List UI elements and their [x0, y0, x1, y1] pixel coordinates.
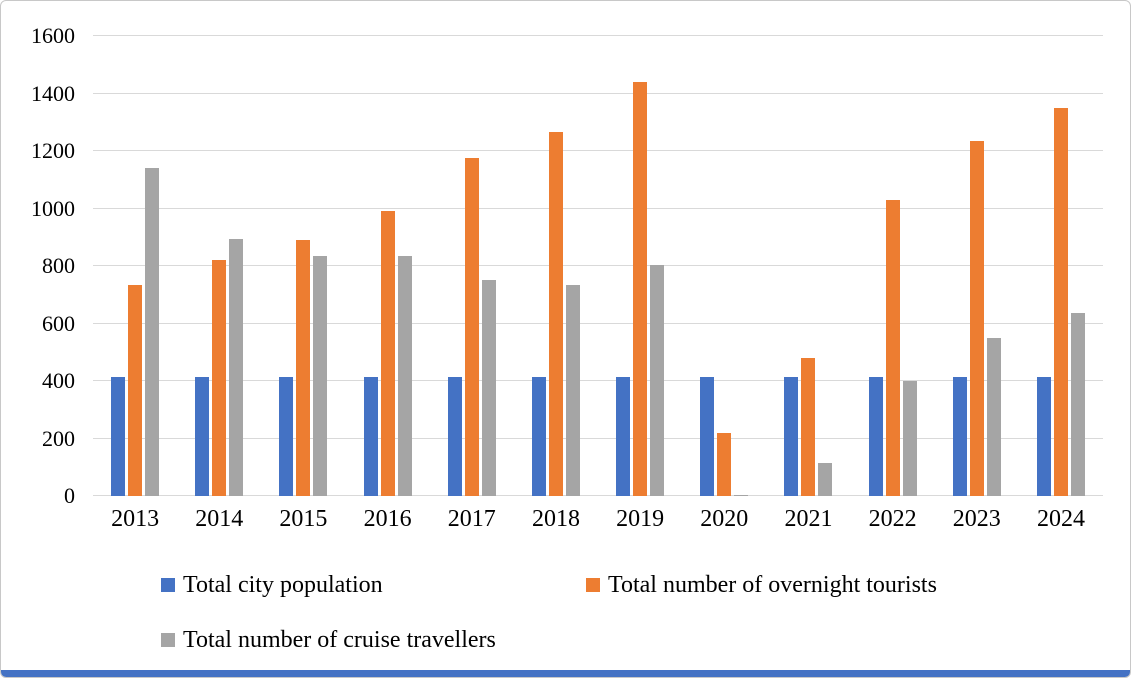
y-axis-tick-label: 0	[64, 483, 75, 508]
gridline	[93, 495, 1103, 496]
bar	[279, 376, 294, 496]
legend-marker-icon	[161, 578, 175, 593]
legend-label: Total city population	[183, 572, 383, 598]
bar	[447, 376, 462, 496]
legend-item: Total city population	[161, 571, 586, 600]
x-axis-tick-label: 2017	[447, 506, 496, 532]
x-axis-tick-label: 2015	[279, 506, 328, 532]
y-axis-tick-label: 1400	[31, 80, 75, 106]
x-axis-tick-label: 2018	[531, 506, 580, 532]
y-axis-tick-label: 1000	[31, 195, 75, 221]
bar	[363, 376, 378, 496]
x-axis-tick-label: 2022	[868, 506, 917, 532]
bar	[212, 260, 227, 496]
y-axis-tick-label: 1600	[31, 23, 75, 48]
x-axis-tick-label: 2014	[195, 506, 244, 532]
bar-groups	[93, 36, 1103, 496]
bar	[717, 432, 732, 496]
bar	[885, 199, 900, 496]
legend-marker-icon	[586, 578, 600, 593]
gridline	[93, 380, 1103, 381]
y-axis-tick-label: 600	[42, 310, 75, 336]
bar	[128, 284, 143, 496]
gridline	[93, 207, 1103, 209]
bar	[195, 376, 210, 496]
bar	[902, 381, 917, 496]
bar-group-2019	[598, 36, 682, 496]
bar-group-2023	[935, 36, 1019, 496]
bar-group-2015	[261, 36, 345, 496]
bar	[952, 376, 967, 496]
bar	[868, 376, 883, 496]
bar	[969, 140, 984, 496]
gridline	[93, 92, 1103, 94]
bar	[986, 337, 1001, 496]
bar-group-2022	[851, 36, 935, 496]
bar	[1070, 313, 1085, 496]
x-axis-tick-label: 2019	[616, 506, 665, 532]
x-axis-tick-label: 2016	[363, 506, 412, 532]
bar-group-2024	[1019, 36, 1103, 496]
y-axis-tick-label: 200	[42, 425, 75, 451]
gridline	[93, 437, 1103, 439]
legend: Total city population Total number of ove…	[161, 571, 937, 655]
x-axis-tick-label: 2020	[700, 506, 749, 532]
bar	[548, 132, 563, 496]
x-axis-tick-label: 2021	[784, 506, 833, 532]
bar	[565, 284, 580, 496]
bar	[313, 255, 328, 496]
bar-group-2016	[346, 36, 430, 496]
legend-item: Total number of overnight tourists	[586, 571, 937, 600]
x-axis-tick-label: 2023	[952, 506, 1001, 532]
legend-item: Total number of cruise travellers	[161, 626, 586, 655]
bar-group-2018	[514, 36, 598, 496]
bar	[229, 238, 244, 496]
bar-group-2014	[177, 36, 261, 496]
bar-group-2021	[766, 36, 850, 496]
y-axis-tick-label: 1200	[31, 138, 75, 163]
bottom-blue-strip	[1, 670, 1130, 677]
bar	[801, 358, 816, 496]
bar	[464, 158, 479, 496]
bar-group-2017	[430, 36, 514, 496]
bar	[145, 168, 160, 496]
y-axis-tick-label: 800	[42, 253, 75, 278]
bar	[111, 376, 126, 496]
gridline	[93, 265, 1103, 266]
x-axis-tick-label: 2013	[111, 506, 160, 532]
bar	[397, 255, 412, 496]
bar	[734, 494, 749, 496]
plot-area	[93, 35, 1103, 496]
bar-group-2013	[93, 36, 177, 496]
legend-marker-icon	[161, 633, 175, 648]
gridline	[93, 150, 1103, 151]
x-axis-tick-label: 2024	[1036, 506, 1085, 532]
legend-label: Total number of cruise travellers	[183, 626, 496, 653]
gridline	[93, 35, 1103, 36]
bar	[616, 376, 631, 496]
bar	[784, 376, 799, 496]
bar	[700, 376, 715, 496]
gridline	[93, 322, 1103, 324]
bar	[818, 462, 833, 496]
bar	[481, 280, 496, 496]
legend-label: Total number of overnight tourists	[608, 572, 937, 598]
bar	[380, 211, 395, 496]
bar-group-2020	[682, 36, 766, 496]
bar	[1053, 107, 1068, 496]
bar	[296, 240, 311, 496]
bar	[1036, 376, 1051, 496]
bar	[531, 376, 546, 496]
bar	[650, 264, 665, 496]
x-axis: 2013 2014 2015 2016 2017 2018 2019 2020 2021 2022…	[93, 505, 1103, 534]
y-axis: 0 200 400 600 800 1000 1200 1400 1600	[1, 25, 85, 507]
y-axis-tick-label: 400	[42, 368, 75, 393]
bar	[633, 82, 648, 496]
